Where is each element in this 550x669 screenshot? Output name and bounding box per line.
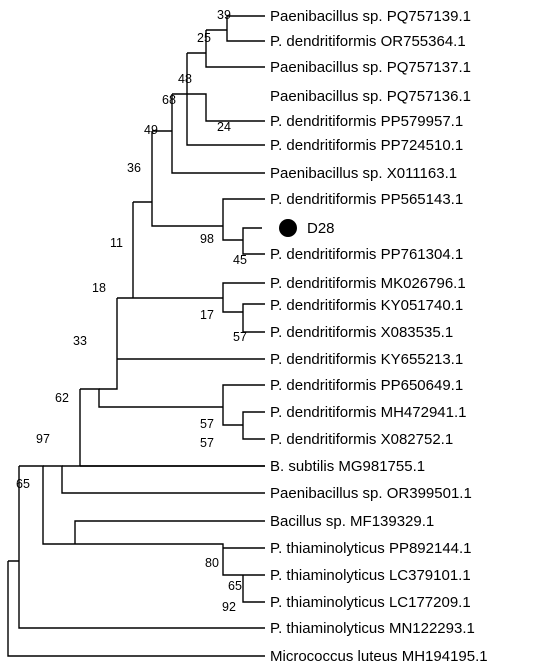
branch-node-18 — [80, 388, 223, 408]
branch-node-33 — [62, 389, 265, 467]
taxon-label: Bacillus sp. MF139329.1 — [270, 513, 434, 530]
branch-node-65b — [242, 574, 265, 603]
taxon-label: P. dendritiformis KY051740.1 — [270, 297, 463, 314]
branch-node-11 — [99, 298, 265, 390]
taxon-label: P. dendritiformis PP579957.1 — [270, 113, 463, 130]
branch-node-45 — [242, 227, 265, 255]
taxon-label: Paenibacillus sp. PQ757136.1 — [270, 88, 471, 105]
tree-branches — [7, 15, 265, 657]
bootstrap-value: 25 — [197, 31, 211, 45]
taxon-label: P. dendritiformis PP761304.1 — [270, 246, 463, 263]
branch-node-97-inner — [74, 520, 265, 544]
bootstrap-value: 48 — [178, 72, 192, 86]
taxon-label: P. thiaminolyticus LC177209.1 — [270, 594, 471, 611]
taxon-label: P. thiaminolyticus MN122293.1 — [270, 620, 475, 637]
bootstrap-value: 65 — [16, 477, 30, 491]
bootstrap-value: 98 — [200, 232, 214, 246]
branch-node-80 — [75, 543, 265, 576]
taxon-label: Paenibacillus sp. PQ757137.1 — [270, 59, 471, 76]
taxon-labels: Paenibacillus sp. PQ757139.1 P. dendriti… — [270, 8, 488, 665]
bootstrap-value: 57 — [233, 330, 247, 344]
taxon-label: P. dendritiformis PP724510.1 — [270, 137, 463, 154]
taxon-label: P. thiaminolyticus PP892144.1 — [270, 540, 472, 557]
taxon-label: P. thiaminolyticus LC379101.1 — [270, 567, 471, 584]
branch-node-98 — [222, 198, 265, 241]
taxon-label: P. dendritiformis X082752.1 — [270, 431, 453, 448]
taxon-label: Paenibacillus sp. X011163.1 — [270, 165, 457, 182]
bootstrap-value: 24 — [217, 120, 231, 134]
branch-node-68 — [152, 94, 265, 174]
taxon-label: P. dendritiformis PP650649.1 — [270, 377, 463, 394]
taxon-label: Paenibacillus sp. PQ757139.1 — [270, 8, 471, 25]
bootstrap-value: 92 — [222, 600, 236, 614]
branch-node-36 — [117, 202, 223, 299]
branch-node-97 — [19, 465, 75, 545]
taxon-label: B. subtilis MG981755.1 — [270, 458, 425, 475]
bootstrap-value: 68 — [162, 93, 176, 107]
taxon-label-d28: D28 — [307, 220, 335, 237]
taxon-label: Micrococcus luteus MH194195.1 — [270, 648, 488, 665]
branch-node-65 — [8, 466, 265, 629]
bootstrap-value: 65 — [228, 579, 242, 593]
bootstrap-value: 49 — [144, 123, 158, 137]
bootstrap-value: 33 — [73, 334, 87, 348]
branch-node-57b — [222, 384, 265, 426]
taxon-label: P. dendritiformis PP565143.1 — [270, 191, 463, 208]
bootstrap-value: 18 — [92, 281, 106, 295]
branch-node-25 — [187, 30, 265, 68]
branch-node-57c — [242, 411, 265, 440]
branch-root — [7, 561, 265, 657]
bootstrap-value: 45 — [233, 253, 247, 267]
taxon-label: P. dendritiformis KY655213.1 — [270, 351, 463, 368]
branch-node-24 — [187, 93, 265, 122]
bootstrap-value: 57 — [200, 436, 214, 450]
taxon-label: P. dendritiformis X083535.1 — [270, 324, 453, 341]
bootstrap-values: 39 25 48 24 68 49 36 45 98 11 57 17 18 5… — [16, 8, 247, 614]
taxon-label: P. dendritiformis MH472941.1 — [270, 404, 467, 421]
branch-node-57a — [222, 282, 265, 313]
bootstrap-value: 11 — [110, 236, 123, 250]
branch-node-49 — [133, 131, 223, 227]
bootstrap-value: 97 — [36, 432, 50, 446]
bootstrap-value: 62 — [55, 391, 69, 405]
taxon-label: Paenibacillus sp. OR399501.1 — [270, 485, 472, 502]
highlight-marker-filled-circle — [279, 219, 297, 237]
bootstrap-value: 80 — [205, 556, 219, 570]
taxon-label: P. dendritiformis MK026796.1 — [270, 275, 466, 292]
bootstrap-value: 57 — [200, 417, 214, 431]
bootstrap-value: 39 — [217, 8, 231, 22]
branch-node-62 — [43, 465, 265, 494]
bootstrap-value: 36 — [127, 161, 141, 175]
branch-node-17 — [242, 303, 265, 333]
taxon-label: P. dendritiformis OR755364.1 — [270, 33, 466, 50]
branch-node-39 — [206, 15, 265, 42]
bootstrap-value: 17 — [200, 308, 214, 322]
